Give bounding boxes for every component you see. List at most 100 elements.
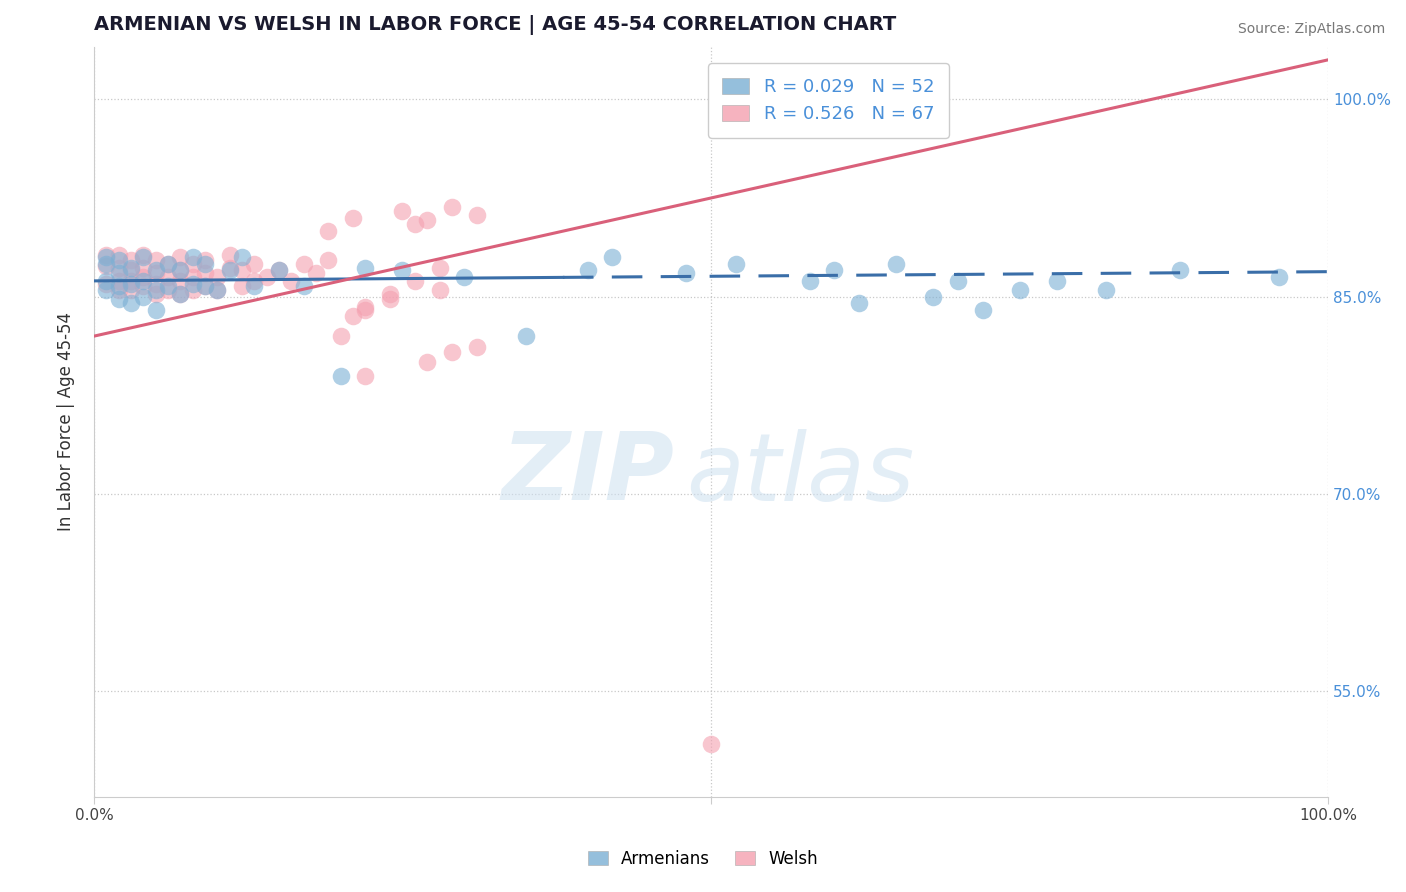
- Point: [194, 252, 217, 267]
- Point: [181, 277, 204, 291]
- Legend: R = 0.029   N = 52, R = 0.526   N = 67: R = 0.029 N = 52, R = 0.526 N = 67: [709, 63, 949, 137]
- Text: atlas: atlas: [686, 429, 914, 520]
- Point: [169, 274, 191, 288]
- Point: [120, 296, 142, 310]
- Point: [416, 213, 439, 227]
- Point: [329, 329, 352, 343]
- Point: [145, 302, 167, 317]
- Point: [429, 283, 451, 297]
- Point: [391, 263, 413, 277]
- Point: [946, 274, 969, 288]
- Point: [378, 287, 401, 301]
- Point: [156, 257, 179, 271]
- Point: [169, 287, 191, 301]
- Point: [132, 290, 155, 304]
- Point: [96, 274, 118, 288]
- Point: [156, 257, 179, 271]
- Point: [107, 283, 129, 297]
- Point: [378, 293, 401, 307]
- Point: [169, 263, 191, 277]
- Point: [404, 274, 426, 288]
- Point: [120, 252, 142, 267]
- Point: [218, 263, 240, 277]
- Point: [292, 257, 315, 271]
- Point: [132, 269, 155, 284]
- Point: [120, 283, 142, 297]
- Point: [267, 263, 290, 277]
- Point: [280, 274, 302, 288]
- Point: [972, 302, 994, 317]
- Point: [96, 277, 118, 291]
- Point: [576, 263, 599, 277]
- Point: [181, 257, 204, 271]
- Point: [243, 279, 266, 293]
- Point: [724, 257, 747, 271]
- Point: [169, 250, 191, 264]
- Point: [194, 279, 217, 293]
- Point: [1268, 269, 1291, 284]
- Point: [342, 310, 364, 324]
- Point: [342, 211, 364, 225]
- Point: [700, 737, 723, 751]
- Point: [354, 302, 377, 317]
- Point: [1046, 274, 1069, 288]
- Point: [169, 287, 191, 301]
- Point: [107, 293, 129, 307]
- Point: [96, 247, 118, 261]
- Point: [256, 269, 278, 284]
- Legend: Armenians, Welsh: Armenians, Welsh: [581, 844, 825, 875]
- Point: [600, 250, 623, 264]
- Point: [120, 260, 142, 275]
- Point: [465, 340, 488, 354]
- Point: [675, 266, 697, 280]
- Point: [181, 250, 204, 264]
- Point: [120, 277, 142, 291]
- Point: [194, 279, 217, 293]
- Point: [181, 283, 204, 297]
- Point: [207, 283, 229, 297]
- Point: [107, 279, 129, 293]
- Point: [1095, 283, 1118, 297]
- Point: [231, 279, 253, 293]
- Point: [132, 247, 155, 261]
- Point: [169, 263, 191, 277]
- Point: [96, 250, 118, 264]
- Point: [354, 368, 377, 383]
- Point: [107, 266, 129, 280]
- Point: [132, 274, 155, 288]
- Point: [120, 274, 142, 288]
- Point: [96, 283, 118, 297]
- Point: [515, 329, 537, 343]
- Point: [107, 260, 129, 275]
- Point: [848, 296, 870, 310]
- Text: ARMENIAN VS WELSH IN LABOR FORCE | AGE 45-54 CORRELATION CHART: ARMENIAN VS WELSH IN LABOR FORCE | AGE 4…: [94, 15, 896, 35]
- Point: [207, 283, 229, 297]
- Point: [194, 266, 217, 280]
- Text: ZIP: ZIP: [501, 428, 673, 520]
- Point: [318, 252, 340, 267]
- Point: [404, 217, 426, 231]
- Point: [243, 274, 266, 288]
- Point: [799, 274, 821, 288]
- Point: [96, 260, 118, 274]
- Point: [823, 263, 845, 277]
- Point: [329, 368, 352, 383]
- Text: Source: ZipAtlas.com: Source: ZipAtlas.com: [1237, 22, 1385, 37]
- Point: [267, 263, 290, 277]
- Point: [884, 257, 907, 271]
- Point: [354, 300, 377, 314]
- Point: [1168, 263, 1191, 277]
- Point: [132, 250, 155, 264]
- Point: [145, 266, 167, 280]
- Point: [231, 250, 253, 264]
- Point: [218, 247, 240, 261]
- Point: [231, 263, 253, 277]
- Point: [218, 260, 240, 275]
- Point: [181, 269, 204, 284]
- Point: [132, 279, 155, 293]
- Point: [292, 279, 315, 293]
- Point: [156, 283, 179, 297]
- Point: [96, 257, 118, 271]
- Point: [416, 355, 439, 369]
- Point: [922, 290, 945, 304]
